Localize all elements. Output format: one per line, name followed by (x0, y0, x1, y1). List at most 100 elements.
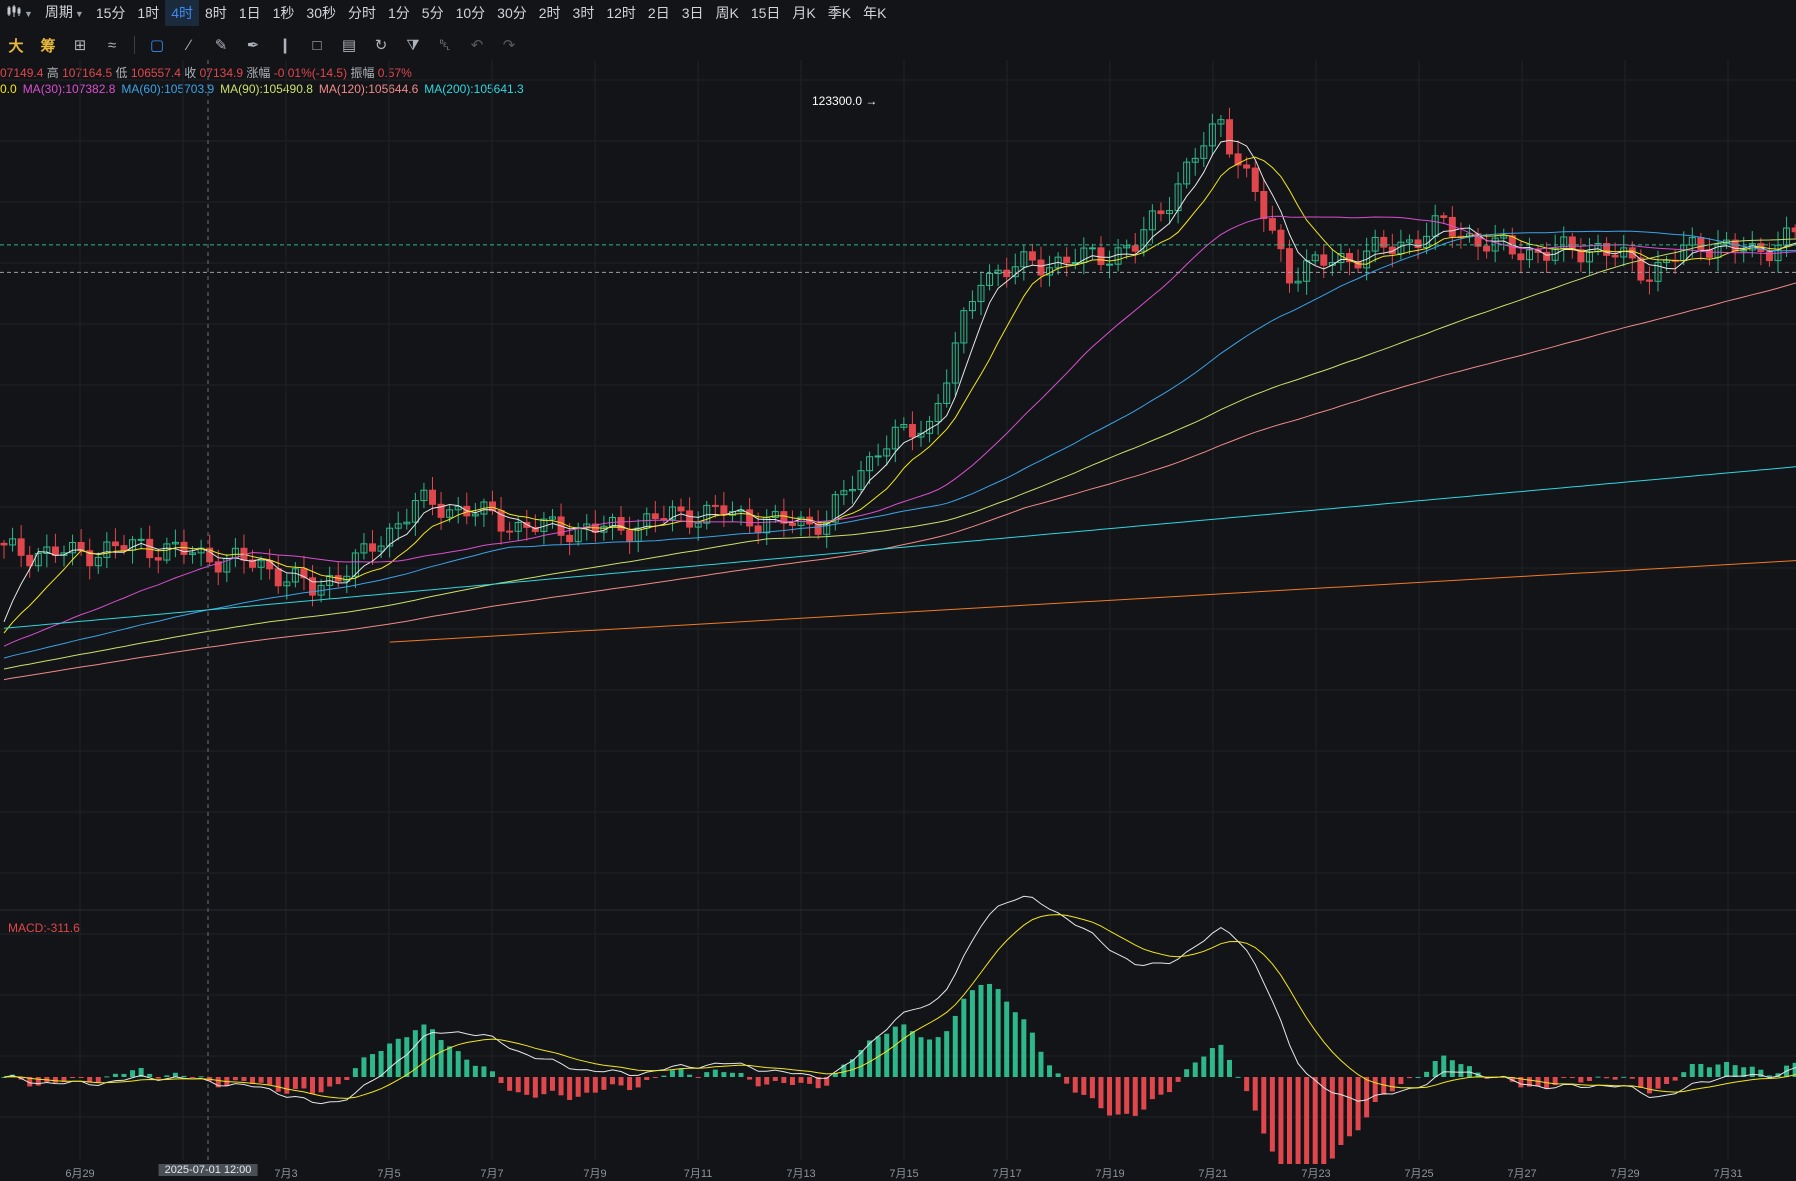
candle-body (1441, 216, 1447, 218)
candle (1, 540, 7, 559)
overlay-icon[interactable]: ▢ (141, 36, 173, 54)
interval-button[interactable]: 3时 (567, 0, 601, 26)
grid (0, 60, 1796, 1160)
macd-bar (1253, 1077, 1258, 1111)
interval-button[interactable]: 30秒 (300, 0, 342, 26)
candle (652, 501, 658, 532)
interval-button[interactable]: 2时 (533, 0, 567, 26)
filter-icon[interactable]: ⧩ (397, 37, 429, 54)
interval-button[interactable]: 4时 (165, 0, 199, 26)
candle-body (721, 506, 727, 515)
macd-bar (1647, 1077, 1652, 1093)
candle (1287, 240, 1293, 293)
redo-icon[interactable]: ↷ (493, 36, 525, 54)
macd-bar (1587, 1077, 1592, 1081)
price-chart[interactable]: 123300.0 → (0, 60, 1796, 1164)
interval-button[interactable]: 1分 (382, 0, 416, 26)
interval-button[interactable]: 月K (786, 0, 821, 26)
candles-icon[interactable]: ❙ (269, 36, 301, 54)
interval-button[interactable]: 周K (710, 0, 745, 26)
undo-icon[interactable]: ↶ (461, 36, 493, 54)
candle (387, 523, 393, 557)
candle (1098, 236, 1104, 270)
candle-body (1518, 254, 1524, 260)
magnet-icon[interactable]: ↻ (365, 36, 397, 54)
candle (1295, 268, 1301, 292)
interval-button[interactable]: 15日 (745, 0, 787, 26)
candle (978, 272, 984, 316)
interval-button[interactable]: 季K (822, 0, 857, 26)
note-icon[interactable]: ▤ (333, 36, 365, 54)
macd-bar (687, 1075, 692, 1077)
macd-bar (310, 1077, 315, 1094)
candle (575, 523, 581, 546)
macd-bar (396, 1039, 401, 1077)
chip-button[interactable]: 筹 (32, 35, 64, 56)
macd-bar (1107, 1077, 1112, 1116)
candlestick-icon[interactable]: ▼ (0, 0, 39, 27)
indicator-icon[interactable]: ≈ (96, 37, 128, 54)
trash-icon[interactable]: ␡ (429, 37, 461, 54)
macd-bar (267, 1077, 272, 1085)
macd-bar (918, 1037, 923, 1077)
macd-bar (190, 1077, 195, 1078)
candle-body (1252, 168, 1258, 191)
interval-button[interactable]: 分时 (342, 0, 382, 26)
candle-body (815, 524, 821, 534)
interval-button[interactable]: 15分 (90, 0, 132, 26)
candle (1201, 132, 1207, 167)
interval-button[interactable]: 12时 (600, 0, 642, 26)
macd-bar (1210, 1048, 1215, 1077)
candle (412, 493, 418, 536)
lock-icon[interactable]: □ (301, 37, 333, 54)
candle-body (121, 546, 127, 550)
big-button[interactable]: 大 (0, 35, 32, 56)
period-dropdown[interactable]: 周期▼ (39, 0, 90, 27)
macd-bar (447, 1046, 452, 1077)
macd-bar (1176, 1077, 1181, 1082)
pencil-icon[interactable]: ✎ (205, 36, 237, 54)
interval-button[interactable]: 3日 (676, 0, 710, 26)
macd-bar (1056, 1073, 1061, 1077)
candle (378, 536, 384, 558)
macd-bar (1133, 1077, 1138, 1116)
macd-bar (927, 1040, 932, 1077)
candle (1329, 249, 1335, 276)
interval-button[interactable]: 2日 (642, 0, 676, 26)
candle-body (1244, 165, 1250, 168)
macd-bar (1038, 1052, 1043, 1077)
interval-button[interactable]: 10分 (450, 0, 492, 26)
settings-icon[interactable]: ⊞ (64, 36, 96, 54)
candle (507, 522, 513, 540)
ma-line (4, 245, 1796, 680)
macd-bar (516, 1077, 521, 1092)
interval-button[interactable]: 1时 (131, 0, 165, 26)
macd-bar (1330, 1077, 1335, 1159)
trendline-icon[interactable]: ∕ (173, 37, 205, 54)
interval-button[interactable]: 1秒 (267, 0, 301, 26)
interval-button[interactable]: 30分 (491, 0, 533, 26)
macd-bar (481, 1066, 486, 1077)
macd-bar (1750, 1067, 1755, 1077)
candle (138, 528, 144, 549)
interval-button[interactable]: 1日 (233, 0, 267, 26)
interval-button[interactable]: 5分 (416, 0, 450, 26)
macd-bar (241, 1077, 246, 1081)
interval-button[interactable]: 年K (857, 0, 892, 26)
candle (627, 517, 633, 554)
candle (61, 546, 67, 567)
brush-icon[interactable]: ✒ (237, 36, 269, 54)
candle-body (875, 456, 881, 457)
candle (669, 500, 675, 531)
macd-bar (1578, 1077, 1583, 1082)
interval-button[interactable]: 8时 (199, 0, 233, 26)
candle (121, 535, 127, 555)
candle-body (430, 490, 436, 504)
candle (395, 512, 401, 541)
candle (1038, 247, 1044, 288)
macd-bar (1364, 1077, 1369, 1117)
macd-bar (1621, 1077, 1626, 1078)
macd-bar (164, 1075, 169, 1077)
macd-bar (353, 1068, 358, 1077)
macd-bar (147, 1074, 152, 1077)
